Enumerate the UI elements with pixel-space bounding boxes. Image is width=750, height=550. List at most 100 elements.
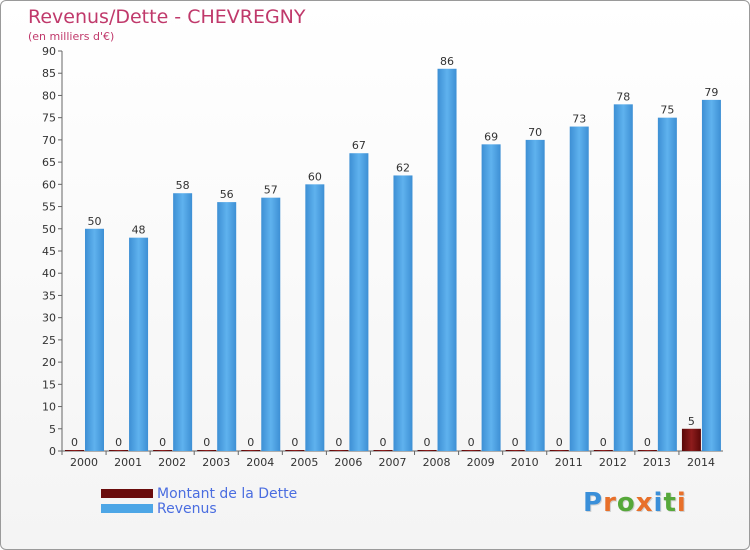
x-tick-label: 2013	[643, 456, 671, 469]
bar-dette-2011	[549, 450, 569, 451]
legend-label-revenus: Revenus	[157, 501, 217, 517]
x-tick-label: 2001	[114, 456, 142, 469]
data-label-revenus-2001: 48	[132, 224, 146, 237]
y-tick-label: 65	[42, 156, 56, 169]
y-tick-label: 35	[42, 289, 56, 302]
legend-swatch-revenus	[101, 504, 153, 513]
x-tick-label: 2005	[290, 456, 318, 469]
data-label-revenus-2008: 86	[440, 55, 454, 68]
data-label-revenus-2007: 62	[396, 161, 410, 174]
bar-revenus-2005	[305, 184, 325, 452]
bar-dette-2000	[65, 450, 84, 451]
bar-revenus-2011	[569, 126, 589, 452]
y-tick-label: 5	[49, 423, 56, 436]
proxiti-logo: Proxiti	[583, 488, 687, 518]
data-label-revenus-2011: 73	[572, 113, 586, 126]
bar-revenus-2002	[173, 193, 193, 451]
y-tick-label: 50	[42, 223, 56, 236]
data-label-dette-2007: 0	[379, 436, 386, 449]
bar-dette-2007	[373, 450, 393, 451]
y-tick-label: 70	[42, 134, 56, 147]
bar-dette-2008	[417, 450, 437, 451]
bar-dette-2001	[109, 450, 129, 451]
logo-letter: t	[663, 488, 677, 518]
data-label-dette-2010: 0	[512, 436, 519, 449]
x-tick-label: 2008	[423, 456, 451, 469]
y-tick-label: 10	[42, 401, 56, 414]
x-tick-label: 2012	[599, 456, 627, 469]
data-label-dette-2001: 0	[115, 436, 122, 449]
y-tick-label: 15	[42, 378, 56, 391]
legend-label-dette: Montant de la Dette	[157, 486, 298, 502]
data-label-revenus-2012: 78	[616, 90, 630, 103]
data-label-revenus-2002: 58	[176, 179, 190, 192]
data-label-dette-2000: 0	[71, 436, 78, 449]
y-tick-label: 45	[42, 245, 56, 258]
data-label-revenus-2014: 79	[704, 86, 718, 99]
bar-revenus-2000	[85, 228, 104, 451]
x-tick-label: 2009	[467, 456, 495, 469]
bar-revenus-2014	[701, 99, 721, 451]
bar-dette-2005	[285, 450, 305, 451]
bar-revenus-2012	[613, 104, 633, 451]
y-tick-label: 90	[42, 45, 56, 58]
x-tick-label: 2000	[70, 456, 98, 469]
data-label-revenus-2010: 70	[528, 126, 542, 139]
bar-revenus-2007	[393, 175, 413, 451]
bar-revenus-2001	[129, 237, 149, 451]
data-label-dette-2014: 5	[688, 415, 695, 428]
bar-dette-2004	[241, 450, 261, 451]
y-tick-label: 75	[42, 112, 56, 125]
data-label-revenus-2009: 69	[484, 130, 498, 143]
y-tick-label: 55	[42, 201, 56, 214]
logo-letter: i	[676, 488, 687, 518]
bar-revenus-2009	[481, 144, 501, 452]
bar-dette-2013	[637, 450, 657, 451]
x-tick-label: 2002	[158, 456, 186, 469]
bar-dette-2006	[329, 450, 349, 451]
data-label-dette-2011: 0	[556, 436, 563, 449]
bar-revenus-2006	[349, 153, 369, 451]
bar-revenus-2003	[217, 202, 237, 451]
legend-swatch-dette	[101, 489, 153, 498]
logo-letter: i	[653, 488, 664, 518]
bar-dette-2012	[593, 450, 613, 451]
chart-title: Revenus/Dette - CHEVREGNY	[28, 6, 306, 28]
data-label-revenus-2003: 56	[220, 188, 234, 201]
data-label-dette-2005: 0	[291, 436, 298, 449]
bar-revenus-2008	[437, 68, 457, 452]
chart-subtitle: (en milliers d'€)	[28, 30, 115, 43]
data-label-revenus-2006: 67	[352, 139, 366, 152]
data-label-dette-2006: 0	[335, 436, 342, 449]
y-tick-label: 85	[42, 67, 56, 80]
y-tick-label: 30	[42, 312, 56, 325]
logo-letter: r	[603, 488, 617, 518]
logo-letter: P	[583, 488, 604, 518]
bar-dette-2009	[461, 450, 481, 451]
bar-dette-2002	[153, 450, 173, 451]
data-label-dette-2009: 0	[468, 436, 475, 449]
x-tick-label: 2006	[334, 456, 362, 469]
data-label-dette-2012: 0	[600, 436, 607, 449]
x-tick-label: 2014	[687, 456, 715, 469]
data-label-dette-2003: 0	[203, 436, 210, 449]
x-tick-label: 2003	[202, 456, 230, 469]
y-tick-label: 0	[49, 445, 56, 458]
x-tick-label: 2007	[379, 456, 407, 469]
logo-letter: o	[616, 488, 636, 518]
data-label-revenus-2004: 57	[264, 184, 278, 197]
data-label-dette-2013: 0	[644, 436, 651, 449]
data-label-revenus-2005: 60	[308, 170, 322, 183]
data-label-dette-2004: 0	[247, 436, 254, 449]
x-tick-label: 2010	[511, 456, 539, 469]
bar-revenus-2004	[261, 197, 281, 451]
bar-dette-2003	[197, 450, 217, 451]
bar-revenus-2010	[525, 139, 545, 451]
y-tick-label: 40	[42, 267, 56, 280]
data-label-revenus-2013: 75	[660, 104, 674, 117]
y-tick-label: 80	[42, 89, 56, 102]
data-label-dette-2002: 0	[159, 436, 166, 449]
y-tick-label: 25	[42, 334, 56, 347]
